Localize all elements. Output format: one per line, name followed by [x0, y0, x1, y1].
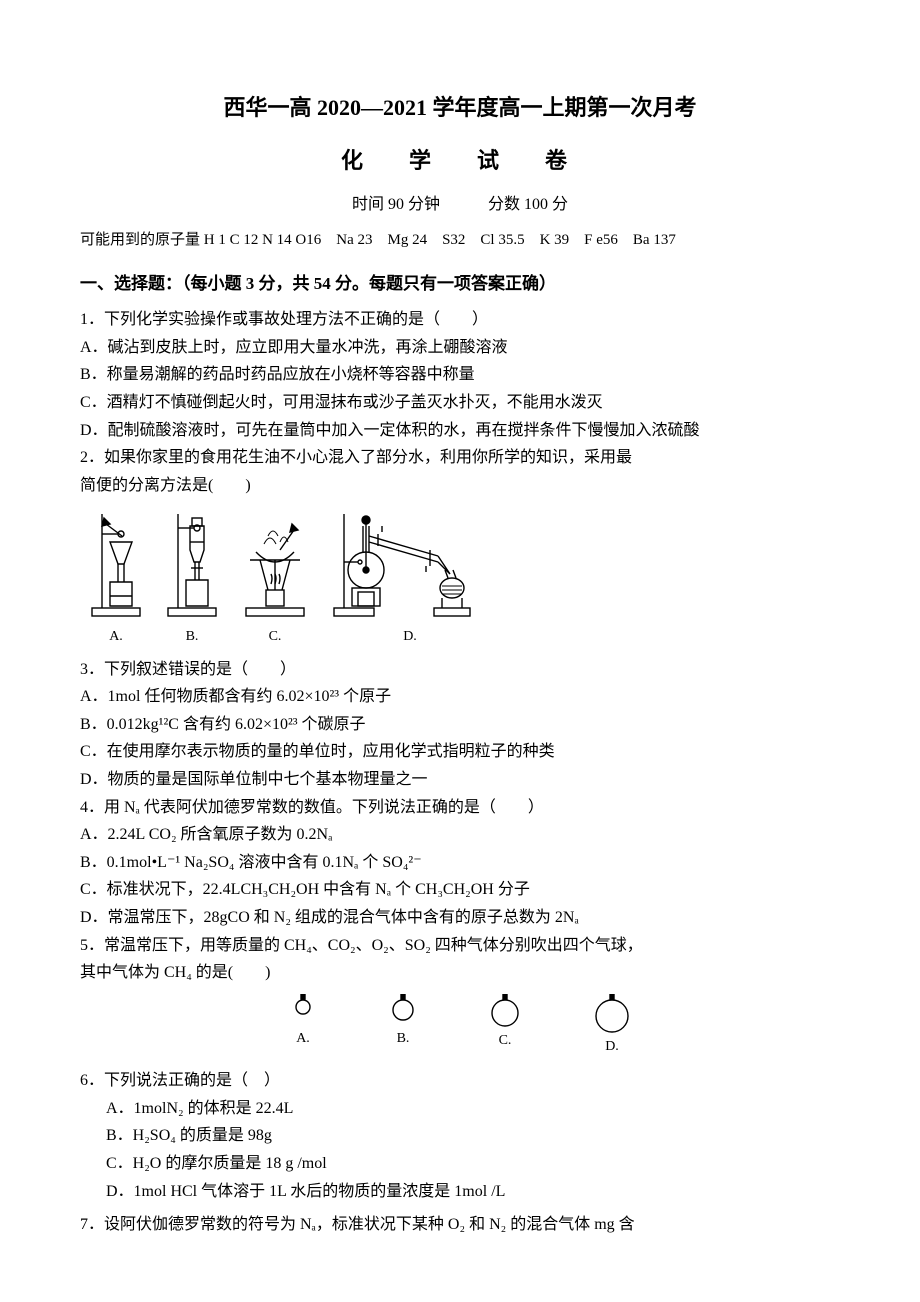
q2-stem-l1: 2．如果你家里的食用花生油不小心混入了部分水，利用你所学的知识，采用最 — [80, 445, 840, 471]
apparatus-a-label: A. — [109, 626, 123, 648]
separating-funnel-icon — [164, 514, 220, 622]
question-5: 5．常温常压下，用等质量的 CH₄、CO₂、O₂、SO₂ 四种气体分别吹出四个气… — [80, 933, 840, 1059]
q6-option-c: C．H₂O 的摩尔质量是 18 g /mol — [106, 1151, 840, 1177]
exam-time-score: 时间 90 分钟 分数 100 分 — [80, 192, 840, 218]
exam-subtitle: 化 学 试 卷 — [80, 143, 840, 178]
q7-stem: 7．设阿伏伽德罗常数的符号为 Nₐ，标准状况下某种 O₂ 和 N₂ 的混合气体 … — [80, 1212, 840, 1238]
balloon-d: D. — [587, 994, 637, 1058]
exam-title: 西华一高 2020—2021 学年度高一上期第一次月考 — [80, 90, 840, 125]
q1-stem: 1．下列化学实验操作或事故处理方法不正确的是（ ） — [80, 307, 840, 333]
q1-option-b: B．称量易潮解的药品时药品应放在小烧杯等容器中称量 — [80, 362, 840, 388]
balloon-a: A. — [283, 994, 323, 1058]
question-6: 6．下列说法正确的是（ ） A．1molN₂ 的体积是 22.4L B．H₂SO… — [80, 1068, 840, 1204]
q4-option-b: B．0.1mol•L⁻¹ Na₂SO₄ 溶液中含有 0.1Nₐ 个 SO₄²⁻ — [80, 850, 840, 876]
q3-option-c: C．在使用摩尔表示物质的量的单位时，应用化学式指明粒子的种类 — [80, 739, 840, 765]
balloon-d-label: D. — [605, 1036, 619, 1058]
balloon-a-label: A. — [296, 1028, 310, 1050]
q5-stem-l1: 5．常温常压下，用等质量的 CH₄、CO₂、O₂、SO₂ 四种气体分别吹出四个气… — [80, 933, 840, 959]
q3-option-a: A．1mol 任何物质都含有约 6.02×10²³ 个原子 — [80, 684, 840, 710]
evaporation-icon — [240, 514, 310, 622]
apparatus-b-label: B. — [186, 626, 199, 648]
apparatus-c-label: C. — [269, 626, 282, 648]
q4-option-a: A．2.24L CO₂ 所含氧原子数为 0.2Nₐ — [80, 822, 840, 848]
atomic-weights: 可能用到的原子量 H 1 C 12 N 14 O16 Na 23 Mg 24 S… — [80, 228, 840, 252]
q5-stem-l2: 其中气体为 CH₄ 的是( ) — [80, 960, 840, 986]
balloon-b-label: B. — [397, 1028, 410, 1050]
section-1-header: 一、选择题：（每小题 3 分，共 54 分。每题只有一项答案正确） — [80, 270, 840, 297]
balloon-b-icon — [383, 994, 423, 1026]
q6-option-a: A．1molN₂ 的体积是 22.4L — [106, 1096, 840, 1122]
apparatus-c: C. — [240, 514, 310, 648]
filtration-icon — [88, 514, 144, 622]
balloon-c: C. — [483, 994, 527, 1058]
balloon-c-icon — [483, 994, 527, 1028]
q6-option-b: B．H₂SO₄ 的质量是 98g — [106, 1123, 840, 1149]
q6-stem: 6．下列说法正确的是（ ） — [80, 1068, 840, 1094]
balloon-d-icon — [587, 994, 637, 1034]
q1-option-d: D．配制硫酸溶液时，可先在量筒中加入一定体积的水，再在搅拌条件下慢慢加入浓硫酸 — [80, 418, 840, 444]
q4-stem: 4．用 Nₐ 代表阿伏加德罗常数的数值。下列说法正确的是（ ） — [80, 795, 840, 821]
question-3: 3．下列叙述错误的是（ ） A．1mol 任何物质都含有约 6.02×10²³ … — [80, 657, 840, 793]
q2-figure-row: A. B. — [88, 514, 840, 648]
question-1: 1．下列化学实验操作或事故处理方法不正确的是（ ） A．碱沾到皮肤上时，应立即用… — [80, 307, 840, 443]
q1-option-c: C．酒精灯不慎碰倒起火时，可用湿抹布或沙子盖灭水扑灭，不能用水泼灭 — [80, 390, 840, 416]
apparatus-d: D. — [330, 514, 490, 648]
q4-option-d: D．常温常压下，28gCO 和 N₂ 组成的混合气体中含有的原子总数为 2Nₐ — [80, 905, 840, 931]
balloon-c-label: C. — [499, 1030, 512, 1052]
q4-option-c: C．标准状况下，22.4LCH₃CH₂OH 中含有 Nₐ 个 CH₃CH₂OH … — [80, 877, 840, 903]
balloon-a-icon — [283, 994, 323, 1026]
question-2: 2．如果你家里的食用花生油不小心混入了部分水，利用你所学的知识，采用最 简便的分… — [80, 445, 840, 649]
question-7: 7．设阿伏伽德罗常数的符号为 Nₐ，标准状况下某种 O₂ 和 N₂ 的混合气体 … — [80, 1212, 840, 1238]
apparatus-d-label: D. — [403, 626, 417, 648]
q2-stem-l2: 简便的分离方法是( ) — [80, 473, 840, 499]
q5-balloon-row: A. B. C. — [80, 994, 840, 1058]
apparatus-b: B. — [164, 514, 220, 648]
q3-option-d: D．物质的量是国际单位制中七个基本物理量之一 — [80, 767, 840, 793]
q3-stem: 3．下列叙述错误的是（ ） — [80, 657, 840, 683]
q1-option-a: A．碱沾到皮肤上时，应立即用大量水冲洗，再涂上硼酸溶液 — [80, 335, 840, 361]
apparatus-a: A. — [88, 514, 144, 648]
q3-option-b: B．0.012kg¹²C 含有约 6.02×10²³ 个碳原子 — [80, 712, 840, 738]
balloon-b: B. — [383, 994, 423, 1058]
distillation-icon — [330, 514, 490, 622]
question-4: 4．用 Nₐ 代表阿伏加德罗常数的数值。下列说法正确的是（ ） A．2.24L … — [80, 795, 840, 931]
q6-option-d: D．1mol HCl 气体溶于 1L 水后的物质的量浓度是 1mol /L — [106, 1179, 840, 1205]
